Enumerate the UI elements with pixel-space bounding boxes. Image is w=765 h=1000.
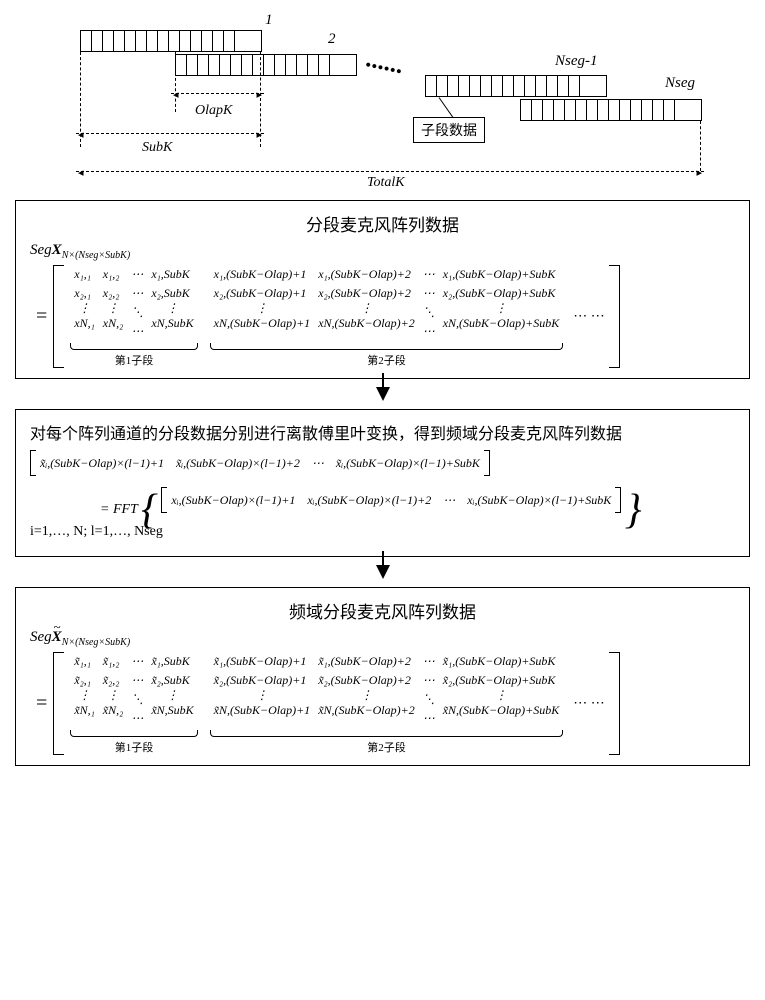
box3-title: 频域分段麦克风阵列数据 (30, 598, 735, 623)
seg-subscript: N×(Nseg×SubK) (62, 637, 131, 648)
guide-line (175, 52, 176, 112)
equals-sign: = (36, 305, 47, 328)
fft-rhs: = FFT { xᵢ,(SubK−Olap)×(l−1)+1 xᵢ,(SubK−… (30, 487, 735, 518)
guide-line (700, 121, 701, 171)
block1-label: 第1子段 (70, 739, 197, 755)
segment-n-label: Nseg (665, 75, 695, 92)
fft-box: 对每个阵列通道的分段数据分别进行离散傅里叶变换，得到频域分段麦克风阵列数据 x̃… (15, 409, 750, 557)
box1-title: 分段麦克风阵列数据 (30, 211, 735, 236)
subsegment-callout: 子段数据 (413, 117, 485, 143)
segment-n-bar (520, 99, 702, 121)
arrow-down-icon (376, 565, 390, 579)
left-bracket-icon (53, 652, 64, 755)
matrix-trail: ⋯ ⋯ (569, 695, 609, 712)
olapk-label: OlapK (193, 103, 234, 119)
segment-nm1-bar (425, 75, 607, 97)
box3-lhs: SegXN×(Nseg×SubK) (30, 629, 735, 648)
segmentation-diagram: 1 2 •••••• Nseg-1 Nseg ◂▸ OlapK ◂▸ SubK … (15, 15, 750, 190)
matrix-block-2: x₁,(SubK−Olap)+1x₂,(SubK−Olap)+1⋮xN,(Sub… (210, 265, 564, 368)
segment-1-bar (80, 30, 262, 52)
seg-text: Seg (30, 629, 52, 645)
fft-lhs: x̃ᵢ,(SubK−Olap)×(l−1)+1 x̃ᵢ,(SubK−Olap)×… (30, 450, 735, 481)
seg-subscript: N×(Nseg×SubK) (62, 250, 131, 261)
matrix-block-1: x̃₁,₁x̃₂,₁⋮x̃N,₁ x̃₁,₂x̃₂,₂⋮x̃N,₂ ⋯⋯⋱⋯ x… (70, 652, 197, 755)
segment-2-label: 2 (328, 31, 336, 48)
segment-1-label: 1 (265, 12, 273, 29)
box1-lhs: SegXN×(Nseg×SubK) (30, 242, 735, 261)
totalk-label: TotalK (365, 175, 407, 191)
box3-matrix: = x̃₁,₁x̃₂,₁⋮x̃N,₁ x̃₁,₂x̃₂,₂⋮x̃N,₂ ⋯⋯⋱⋯… (30, 652, 735, 755)
block2-label: 第2子段 (210, 352, 564, 368)
subk-label: SubK (140, 140, 174, 156)
right-bracket-icon (609, 265, 620, 368)
block1-label: 第1子段 (70, 352, 197, 368)
left-bracket-icon (53, 265, 64, 368)
subk-dimension: ◂▸ (80, 127, 260, 141)
segment-2-bar (175, 54, 357, 76)
ellipsis-icon: •••••• (364, 57, 404, 81)
right-bracket-icon (609, 652, 620, 755)
segment-nm1-label: Nseg-1 (555, 53, 598, 70)
equals-sign: = (36, 692, 47, 715)
segmented-array-data-box: 分段麦克风阵列数据 SegXN×(Nseg×SubK) = x₁,₁x₂,₁⋮x… (15, 200, 750, 379)
arrow-down-icon (376, 387, 390, 401)
matrix-block-1: x₁,₁x₂,₁⋮xN,₁ x₁,₂x₂,₂⋮xN,₂ ⋯⋯⋱⋯ x₁,SubK… (70, 265, 197, 368)
matrix-block-2: x̃₁,(SubK−Olap)+1x̃₂,(SubK−Olap)+1⋮x̃N,(… (210, 652, 564, 755)
freq-domain-data-box: 频域分段麦克风阵列数据 SegXN×(Nseg×SubK) = x̃₁,₁x̃₂… (15, 587, 750, 766)
matrix-trail: ⋯ ⋯ (569, 308, 609, 325)
box1-matrix: = x₁,₁x₂,₁⋮xN,₁ x₁,₂x₂,₂⋮xN,₂ ⋯⋯⋱⋯ x₁,Su… (30, 265, 735, 368)
olapk-dimension: ◂▸ (175, 87, 260, 101)
box2-title: 对每个阵列通道的分段数据分别进行离散傅里叶变换，得到频域分段麦克风阵列数据 (30, 420, 735, 444)
seg-text: Seg (30, 242, 52, 258)
block2-label: 第2子段 (210, 739, 564, 755)
